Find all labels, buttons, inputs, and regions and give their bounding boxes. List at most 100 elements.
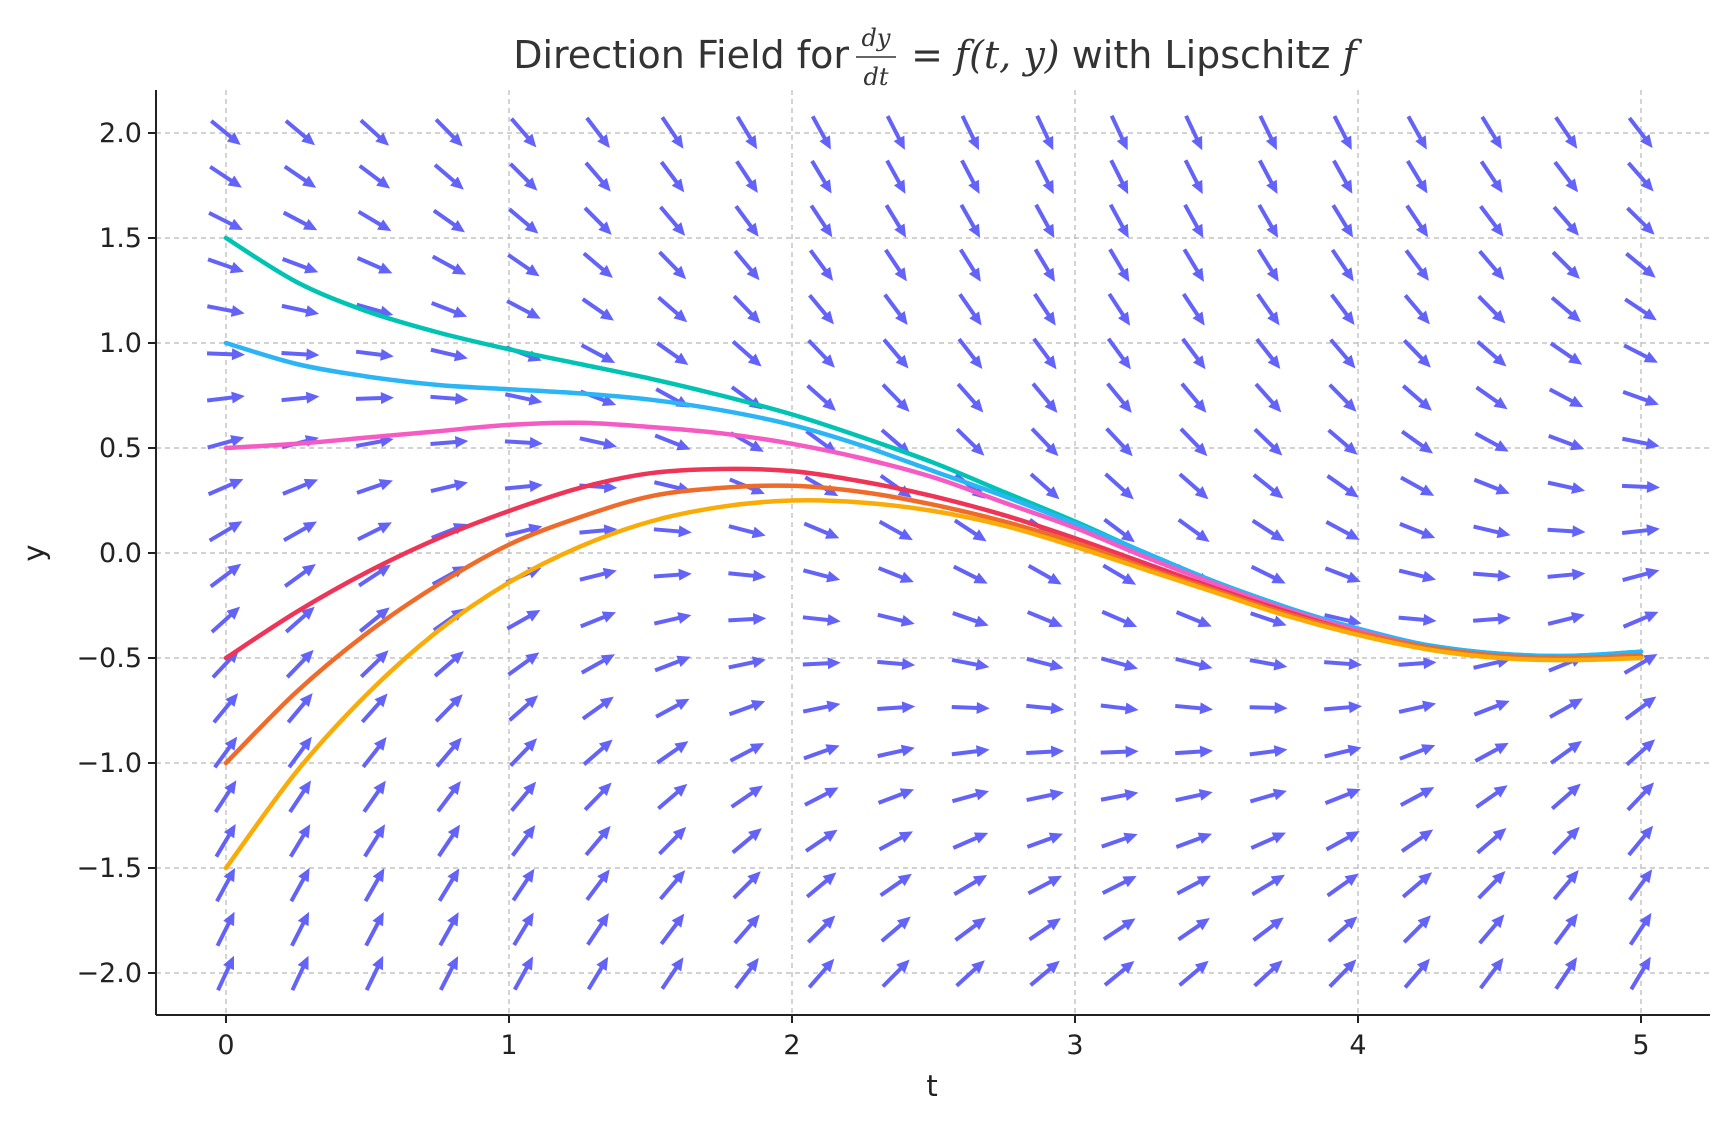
y-tick-label: −2.0 xyxy=(76,958,142,989)
field-arrow xyxy=(1178,472,1209,500)
field-arrow xyxy=(1332,159,1353,194)
field-arrow xyxy=(582,251,613,278)
field-arrow xyxy=(654,655,691,673)
field-arrow xyxy=(282,478,319,496)
field-arrow xyxy=(290,955,309,992)
field-arrow xyxy=(807,958,835,989)
field-arrow xyxy=(1623,653,1658,675)
x-tick-label: 5 xyxy=(1632,1030,1649,1061)
field-arrow xyxy=(1102,563,1137,585)
field-arrow xyxy=(1403,958,1430,989)
field-arrow xyxy=(1249,745,1288,758)
field-arrow xyxy=(1330,293,1355,325)
field-arrow xyxy=(281,391,320,404)
field-arrow xyxy=(1327,428,1358,455)
field-arrow xyxy=(1402,915,1431,944)
field-arrow xyxy=(356,479,393,495)
field-arrow xyxy=(1328,959,1357,988)
x-axis-ticks: 0 1 2 3 4 5 xyxy=(217,1015,1650,1061)
field-arrow xyxy=(1026,832,1064,849)
field-arrow xyxy=(509,117,537,148)
field-arrow xyxy=(1553,913,1578,946)
field-arrow xyxy=(1332,115,1352,150)
field-arrow xyxy=(208,211,243,230)
field-arrow xyxy=(1253,960,1283,988)
field-arrow xyxy=(955,960,985,988)
field-arrow xyxy=(1254,382,1282,413)
field-arrow xyxy=(435,737,462,768)
field-arrow xyxy=(1480,115,1502,150)
field-arrow xyxy=(735,160,758,194)
field-arrow xyxy=(802,568,841,583)
field-arrow xyxy=(881,959,910,988)
field-arrow xyxy=(1622,611,1659,629)
field-arrow xyxy=(1251,518,1285,542)
field-arrow xyxy=(1250,832,1286,850)
field-arrow xyxy=(1175,789,1213,803)
field-arrow xyxy=(657,783,688,811)
field-arrow xyxy=(734,957,759,990)
field-arrow xyxy=(1035,114,1054,151)
field-arrow xyxy=(581,696,614,721)
field-arrow xyxy=(881,383,910,412)
field-arrow xyxy=(1175,702,1214,715)
field-arrow xyxy=(1473,699,1510,717)
title-equals: = xyxy=(899,33,955,77)
field-arrow xyxy=(659,913,685,946)
field-arrow xyxy=(1552,205,1579,236)
field-arrow xyxy=(1026,789,1064,803)
field-arrow xyxy=(1252,473,1284,499)
y-tick-label: 2.0 xyxy=(99,118,142,149)
field-arrow xyxy=(1249,658,1288,671)
field-arrow xyxy=(1551,826,1580,856)
field-arrow xyxy=(1622,567,1660,582)
field-arrow xyxy=(1398,700,1437,714)
field-arrow xyxy=(210,606,241,634)
y-axis-label: y xyxy=(17,544,51,561)
field-arrow xyxy=(209,165,242,188)
field-arrow xyxy=(1625,251,1656,278)
field-arrow xyxy=(1249,611,1287,627)
field-arrow xyxy=(512,912,534,947)
field-arrow xyxy=(1549,740,1582,765)
x-tick-label: 2 xyxy=(783,1030,800,1061)
field-arrow xyxy=(879,873,912,898)
field-arrow xyxy=(1622,389,1659,406)
field-arrow xyxy=(803,521,840,539)
field-arrow xyxy=(1102,918,1136,941)
field-arrow xyxy=(1255,337,1281,370)
field-arrow xyxy=(1033,248,1056,282)
field-arrow xyxy=(1326,474,1359,498)
field-arrow xyxy=(364,955,384,991)
field-arrow xyxy=(584,161,611,192)
field-arrow xyxy=(1627,825,1654,857)
field-arrow xyxy=(878,831,913,852)
field-arrow xyxy=(1249,701,1288,714)
field-arrow xyxy=(1624,297,1657,321)
field-arrow xyxy=(732,294,761,324)
field-arrow xyxy=(215,867,236,903)
field-arrow xyxy=(579,567,617,582)
field-arrow xyxy=(1253,427,1283,456)
field-arrow xyxy=(884,204,907,238)
field-arrow xyxy=(213,736,238,769)
grid-lines xyxy=(156,90,1710,1015)
field-arrow xyxy=(658,826,687,856)
field-arrow xyxy=(288,780,311,814)
field-arrow xyxy=(1183,203,1204,239)
field-arrow xyxy=(287,736,312,769)
field-arrow xyxy=(1325,520,1360,540)
field-arrow xyxy=(1027,563,1062,585)
y-tick-label: −0.5 xyxy=(76,643,142,674)
field-arrow xyxy=(659,205,686,236)
field-arrow xyxy=(281,303,320,317)
field-arrow xyxy=(1626,161,1654,192)
field-arrow xyxy=(1553,160,1579,193)
field-arrow xyxy=(1479,957,1504,990)
field-arrow xyxy=(1477,871,1506,900)
field-arrow xyxy=(658,250,687,280)
field-arrow xyxy=(1324,788,1361,806)
field-arrow xyxy=(655,698,690,719)
field-arrow xyxy=(1257,203,1279,238)
field-arrow xyxy=(1403,294,1430,325)
